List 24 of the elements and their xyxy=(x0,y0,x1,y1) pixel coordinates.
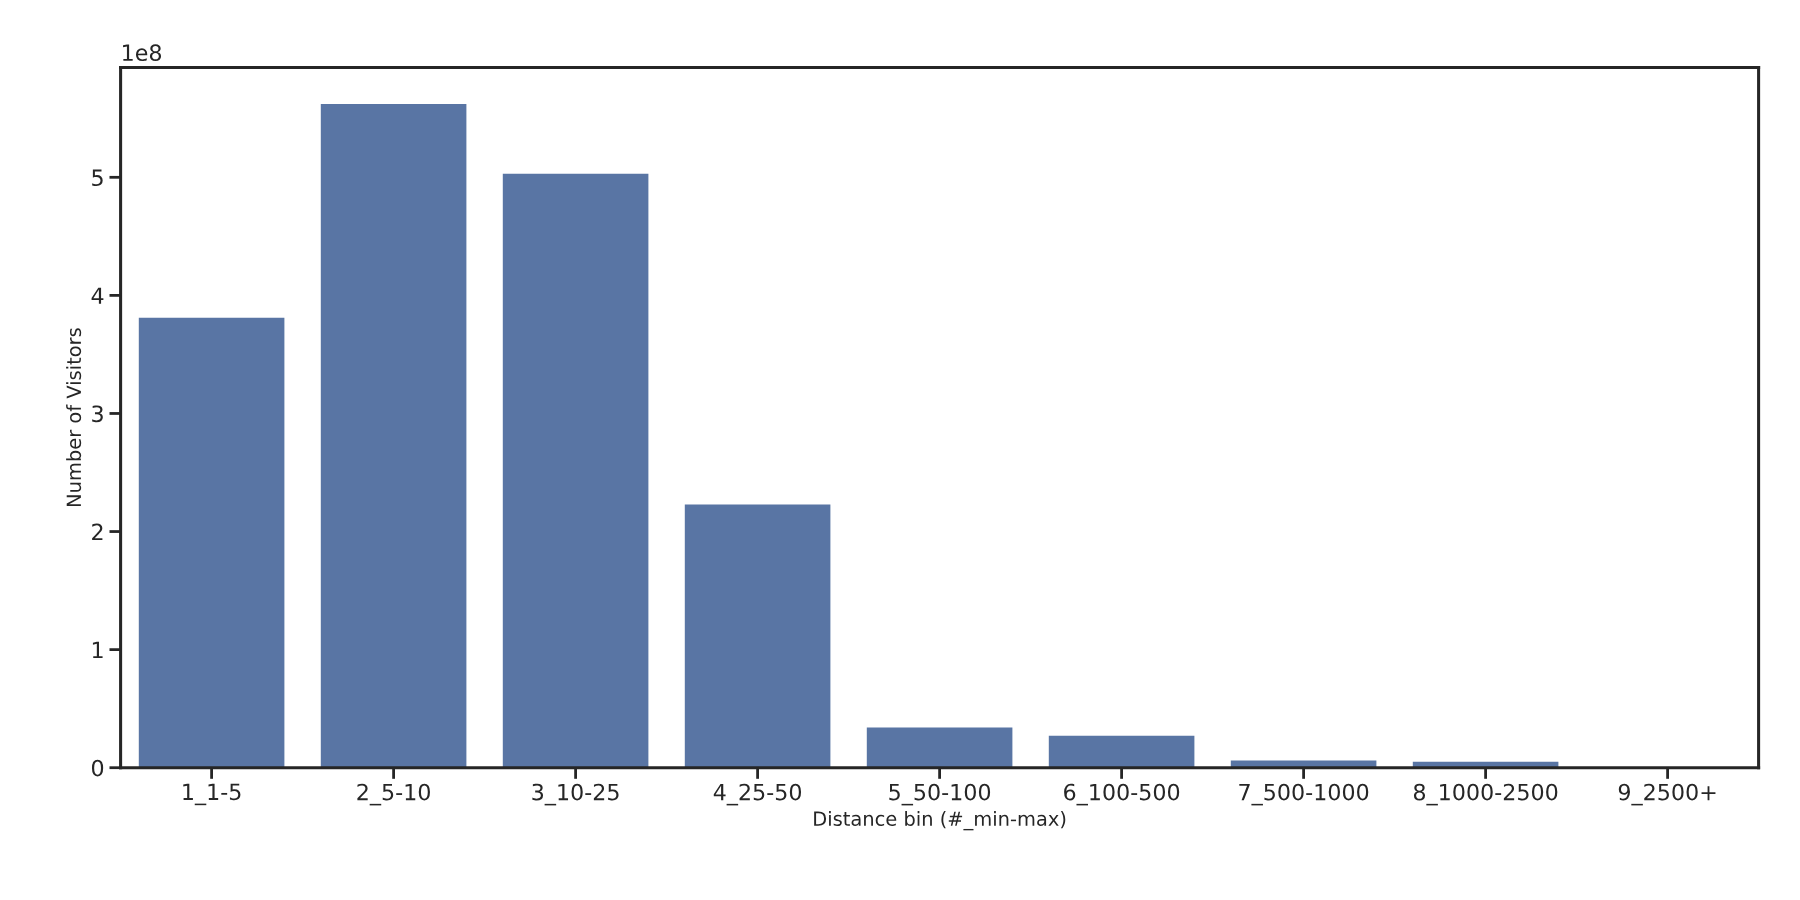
y-tick-label: 1 xyxy=(92,641,103,659)
x-tick-label: 3_10-25 xyxy=(532,783,619,806)
bar xyxy=(1048,735,1195,768)
bar xyxy=(866,727,1013,768)
text: 1e8 xyxy=(123,44,162,62)
bar xyxy=(138,317,285,768)
x-tick-label: 2_5-10 xyxy=(357,783,430,806)
y-tick-label: 4 xyxy=(91,287,104,304)
y-axis-title: Number of Visitors xyxy=(66,328,82,507)
bar xyxy=(320,104,467,768)
y-tick-label: 5 xyxy=(92,169,103,187)
bar xyxy=(502,173,649,768)
x-tick-label: 9_2500+ xyxy=(1618,783,1716,806)
bar xyxy=(684,504,831,768)
y-tick-label: 3 xyxy=(92,405,103,423)
x-tick-label: 7_500-1000 xyxy=(1239,783,1369,806)
x-tick-label: 6_100-500 xyxy=(1064,783,1180,806)
x-tick-label: 1_1-5 xyxy=(183,783,241,806)
x-axis-title: Distance bin (#_min-max) xyxy=(814,810,1066,831)
x-tick-label: 4_25-50 xyxy=(713,783,802,806)
x-tick-label: 8_1000-2500 xyxy=(1413,783,1558,806)
y-tick-label: 2 xyxy=(92,523,103,540)
y-tick-label: 0 xyxy=(91,759,104,777)
x-tick-label: 5_50-100 xyxy=(889,783,991,806)
